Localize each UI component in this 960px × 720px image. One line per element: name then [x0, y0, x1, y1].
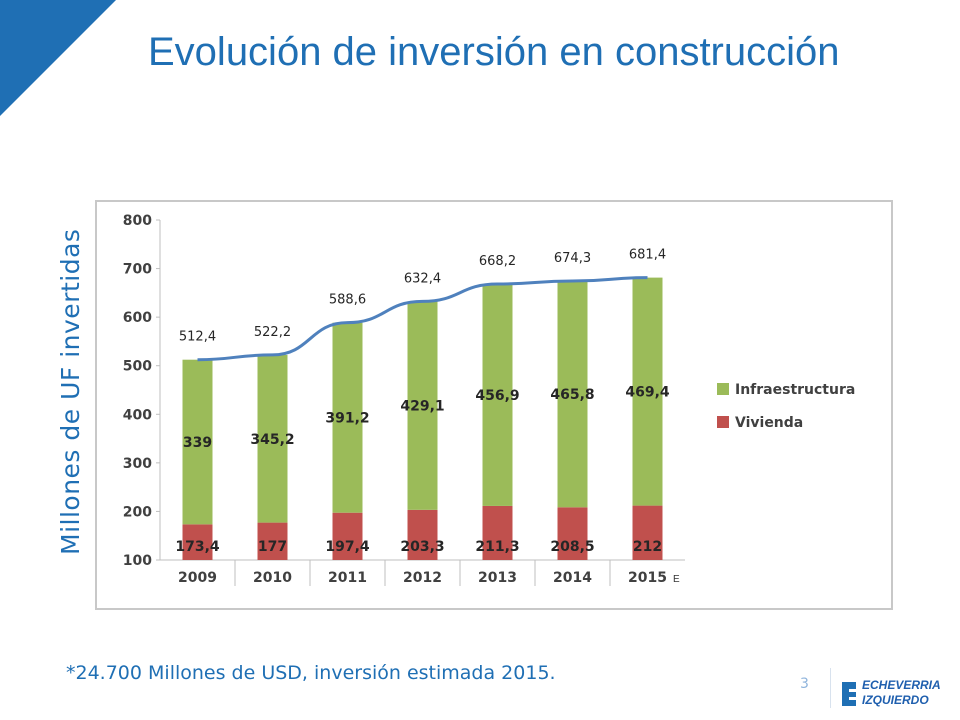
stacked-bar-chart: 100 200 300 400 500 600 700 800 173,4 339 177 345,…: [123, 213, 855, 586]
data-label-infraestructura: 469,4: [625, 385, 670, 401]
total-label: 522,2: [254, 325, 291, 340]
y-tick-label: 200: [123, 504, 152, 520]
bar-infraestructura: [557, 281, 588, 508]
bar-vivienda: [557, 507, 588, 560]
bar-infraestructura: [482, 284, 513, 506]
footer-divider: [830, 668, 831, 708]
x-tick-label: 2014: [553, 570, 592, 586]
data-label-vivienda: 208,5: [550, 539, 594, 555]
legend-swatch-infraestructura: [717, 383, 729, 395]
total-label: 632,4: [404, 271, 441, 286]
bar-vivienda: [482, 505, 513, 560]
y-tick-label: 800: [123, 213, 152, 229]
x-tick-label: 2015: [628, 570, 667, 586]
y-tick-label: 500: [123, 359, 152, 375]
y-tick-label: 700: [123, 262, 152, 278]
bar-infraestructura: [632, 277, 663, 506]
annotation-e: E: [673, 574, 680, 585]
data-label-infraestructura: 456,9: [475, 388, 519, 404]
y-tick-label: 100: [123, 553, 152, 569]
data-label-infraestructura: 345,2: [250, 432, 294, 448]
data-label-vivienda: 173,4: [175, 539, 220, 555]
legend-label-infraestructura: Infraestructura: [735, 382, 855, 398]
series-line-total: [197, 276, 648, 362]
bars: 173,4 339 177 345,2 197,4 391,2 203,3 429,1 211,…: [175, 277, 670, 560]
x-tick-label: 2011: [328, 570, 367, 586]
y-axis-title: Millones de UF invertidas: [56, 228, 85, 555]
data-label-vivienda: 197,4: [325, 539, 370, 555]
bar-vivienda: [407, 509, 438, 560]
x-tick-label: 2009: [178, 570, 217, 586]
legend-label-vivienda: Vivienda: [735, 415, 803, 431]
corner-triangle: [0, 0, 116, 116]
total-label: 681,4: [629, 248, 666, 263]
data-label-vivienda: 177: [258, 539, 287, 555]
logo-line-1: ECHEVERRIA: [862, 678, 941, 692]
bar-infraestructura: [407, 301, 438, 510]
bar-vivienda: [257, 522, 288, 560]
bar-vivienda: [632, 505, 663, 560]
bar-vivienda: [182, 524, 213, 560]
y-ticks: 100 200 300 400 500 600 700 800: [123, 213, 160, 569]
y-tick-label: 300: [123, 456, 152, 472]
x-tick-label: 2010: [253, 570, 292, 586]
total-label: 674,3: [554, 251, 591, 266]
bar-infraestructura: [257, 354, 288, 523]
logo-line-2: IZQUIERDO: [862, 693, 929, 707]
page-title: Evolución de inversión en construcción: [148, 30, 840, 74]
y-tick-label: 600: [123, 310, 152, 326]
total-label: 512,4: [179, 330, 216, 345]
data-label-vivienda: 211,3: [475, 539, 519, 555]
data-label-vivienda: 203,3: [400, 539, 444, 555]
bar-vivienda: [332, 512, 363, 560]
y-tick-label: 400: [123, 407, 152, 423]
company-logo: ECHEVERRIA IZQUIERDO: [840, 678, 952, 712]
logo-mark-icon: [842, 682, 856, 706]
data-label-infraestructura: 465,8: [550, 387, 594, 403]
data-label-infraestructura: 391,2: [325, 411, 369, 427]
total-label: 588,6: [329, 293, 366, 308]
data-label-infraestructura: 429,1: [400, 399, 444, 415]
page-number: 3: [800, 676, 809, 692]
legend-swatch-vivienda: [717, 416, 729, 428]
bar-infraestructura: [182, 359, 213, 525]
total-label: 668,2: [479, 254, 516, 269]
bar-infraestructura: [332, 322, 363, 513]
x-tick-label: 2013: [478, 570, 517, 586]
x-ticks: 2009 2010 2011 2012 2013 2014 2015: [178, 560, 667, 586]
footnote: *24.700 Millones de USD, inversión estim…: [66, 662, 556, 684]
x-tick-label: 2012: [403, 570, 442, 586]
legend: Infraestructura Vivienda: [717, 382, 855, 431]
total-line-layer: 512,4 522,2 588,6 632,4 668,2 674,3 681,4: [179, 248, 666, 362]
data-label-infraestructura: 339: [183, 435, 212, 451]
data-label-vivienda: 212: [633, 539, 662, 555]
